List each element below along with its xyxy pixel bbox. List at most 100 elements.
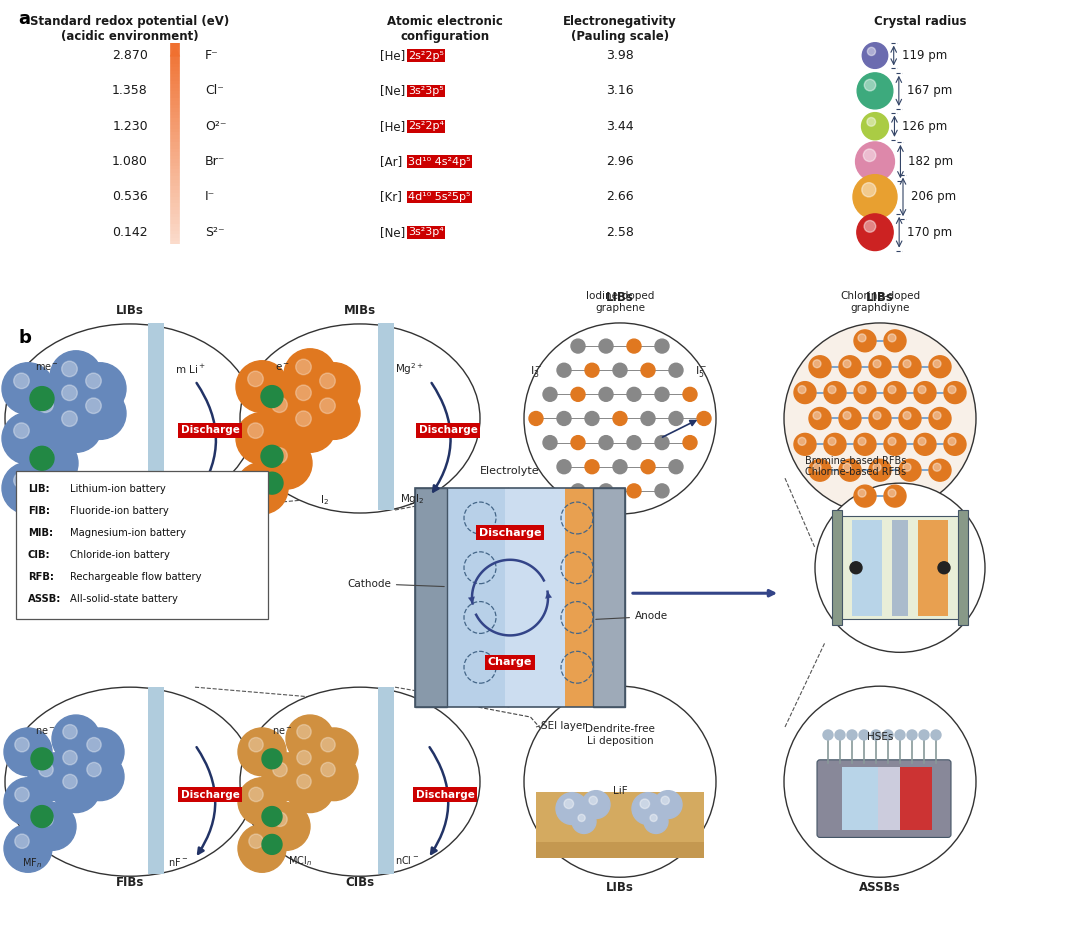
Text: 206 pm: 206 pm [912, 191, 956, 204]
Circle shape [599, 387, 613, 401]
Text: 3.98: 3.98 [606, 49, 634, 62]
Circle shape [613, 363, 627, 377]
Text: Discharge: Discharge [180, 790, 240, 800]
Text: Cl⁻: Cl⁻ [205, 84, 224, 97]
Circle shape [828, 437, 836, 445]
Circle shape [669, 363, 683, 377]
Text: Chlorine-doped
graphdiyne: Chlorine-doped graphdiyne [840, 292, 920, 313]
Circle shape [262, 803, 310, 850]
Text: 0.142: 0.142 [112, 226, 148, 239]
Circle shape [248, 737, 264, 752]
Circle shape [813, 411, 821, 419]
Circle shape [895, 730, 905, 740]
Ellipse shape [5, 687, 255, 876]
Bar [958, 510, 968, 625]
Circle shape [944, 382, 966, 404]
Ellipse shape [240, 687, 480, 876]
Circle shape [862, 113, 889, 140]
Text: Discharge: Discharge [180, 425, 240, 435]
Circle shape [585, 460, 599, 474]
Circle shape [26, 387, 78, 438]
Circle shape [907, 730, 917, 740]
Circle shape [248, 787, 264, 802]
Text: m Li$^+$: m Li$^+$ [175, 363, 206, 376]
Circle shape [260, 387, 312, 438]
Text: CIBs: CIBs [346, 876, 375, 889]
Circle shape [697, 411, 711, 425]
Circle shape [237, 412, 288, 464]
Bar [838, 516, 962, 619]
Text: HSEs: HSEs [867, 732, 893, 742]
Circle shape [654, 339, 669, 353]
Bar [536, 843, 704, 858]
Circle shape [858, 73, 893, 109]
Circle shape [824, 433, 846, 456]
Circle shape [2, 462, 54, 514]
Circle shape [903, 411, 912, 419]
Circle shape [14, 423, 29, 438]
Circle shape [286, 741, 334, 789]
Circle shape [873, 360, 881, 368]
Circle shape [944, 433, 966, 456]
Circle shape [899, 407, 921, 430]
Text: 170 pm: 170 pm [907, 226, 953, 239]
Bar [565, 488, 593, 707]
Circle shape [869, 459, 891, 482]
Circle shape [661, 796, 670, 805]
Bar [832, 510, 842, 625]
Text: 4d¹⁰ 5s²5p⁵: 4d¹⁰ 5s²5p⁵ [408, 192, 471, 202]
Text: LIB:: LIB: [28, 484, 50, 494]
Text: LIBs: LIBs [866, 291, 894, 304]
Text: 2s²2p⁴: 2s²2p⁴ [408, 121, 444, 131]
Text: I$_3^-$: I$_3^-$ [530, 364, 542, 379]
Bar [878, 767, 900, 831]
Circle shape [843, 411, 851, 419]
Circle shape [824, 382, 846, 404]
Circle shape [2, 363, 54, 415]
Text: MgI$_2$: MgI$_2$ [400, 492, 424, 507]
Circle shape [640, 799, 649, 808]
Circle shape [273, 812, 287, 827]
Text: 3.44: 3.44 [606, 119, 634, 132]
Circle shape [62, 385, 78, 401]
Text: a: a [18, 10, 30, 28]
Circle shape [38, 448, 53, 463]
Circle shape [885, 330, 906, 352]
Circle shape [585, 363, 599, 377]
Text: I$_5^-$: I$_5^-$ [696, 364, 707, 379]
Circle shape [28, 803, 76, 850]
Circle shape [885, 382, 906, 404]
Text: [Ne]: [Ne] [380, 84, 405, 97]
Circle shape [854, 382, 876, 404]
Circle shape [524, 323, 716, 514]
Bar [415, 488, 625, 707]
Circle shape [613, 460, 627, 474]
Circle shape [613, 411, 627, 425]
Circle shape [669, 411, 683, 425]
Circle shape [320, 398, 335, 414]
Circle shape [321, 762, 335, 777]
Circle shape [28, 753, 76, 801]
FancyBboxPatch shape [16, 471, 268, 619]
Circle shape [286, 715, 334, 763]
Circle shape [650, 814, 658, 821]
Circle shape [308, 388, 360, 439]
Circle shape [556, 793, 588, 824]
Text: 1.230: 1.230 [112, 119, 148, 132]
Circle shape [654, 435, 669, 449]
Circle shape [855, 142, 894, 181]
Circle shape [867, 118, 876, 126]
Circle shape [683, 387, 697, 401]
Circle shape [571, 435, 585, 449]
Circle shape [627, 435, 642, 449]
Circle shape [30, 446, 54, 470]
Text: I⁻: I⁻ [205, 191, 215, 204]
Text: ne$^-$: ne$^-$ [35, 726, 55, 737]
Circle shape [578, 814, 585, 821]
Circle shape [815, 483, 985, 652]
Circle shape [873, 463, 881, 471]
Circle shape [854, 485, 876, 507]
Text: MIB:: MIB: [28, 528, 53, 538]
Circle shape [929, 356, 951, 378]
Circle shape [63, 750, 77, 765]
